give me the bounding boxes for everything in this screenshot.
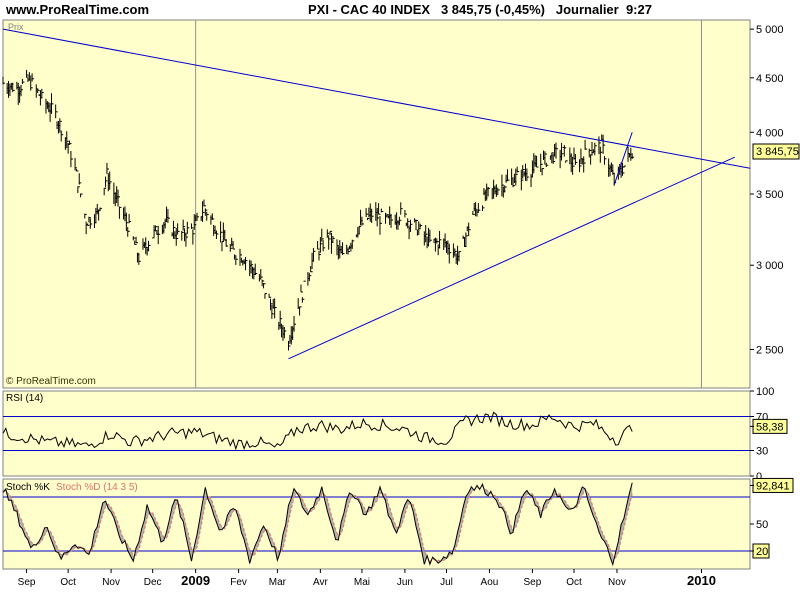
header-bar: www.ProRealTime.com PXI - CAC 40 INDEX 3… (0, 0, 800, 18)
date-label: Oct (60, 577, 76, 588)
rsi-tick-label: 30 (756, 446, 768, 458)
price-panel-title: Prix (8, 22, 24, 32)
rsi-title: RSI (14) (6, 393, 43, 404)
time-label: 9:27 (625, 2, 652, 17)
stoch-axis: 92,841 50 20 (750, 477, 794, 559)
last-value-box (752, 143, 800, 160)
date-label: Jun (397, 577, 413, 588)
date-label: Oct (566, 577, 582, 588)
watermark: © ProRealTime.com (6, 376, 96, 387)
date-label: Avr (313, 577, 328, 588)
rsi-panel (2, 390, 751, 477)
last-change: 3 845,75 (-0,45%) (440, 2, 546, 17)
date-label: Dec (144, 577, 162, 588)
price-tick-label: 5 000 (756, 24, 784, 36)
trendline-short-term-channel (613, 132, 633, 185)
date-label: 2010 (687, 573, 716, 588)
stoch-fill (3, 482, 633, 565)
date-label: Sep (524, 577, 542, 588)
trendlines (2, 28, 751, 360)
date-label: Jul (440, 577, 453, 588)
date-label: Nov (102, 577, 120, 588)
last-value-label: 3 845,75 (756, 146, 799, 158)
instrument-header: PXI - CAC 40 INDEX 3 845,75 (-0,45%) Jou… (308, 2, 652, 17)
price-tick-label: 4 500 (756, 73, 784, 85)
stoch-tick-label: 50 (756, 519, 768, 531)
price-tick-label: 3 500 (756, 189, 784, 201)
instrument-name: PXI - CAC 40 INDEX (308, 2, 431, 17)
chart-area[interactable]: Prix © ProRealTime.com 5 000 4 500 4 000 3 … (0, 18, 800, 600)
price-tick-label: 4 000 (756, 127, 784, 139)
date-label: Mai (354, 577, 370, 588)
price-axis: 5 000 4 500 4 000 3 500 3 000 2 500 (750, 24, 784, 356)
date-label: Fev (230, 577, 247, 588)
rsi-tick-label: 0 (756, 471, 762, 483)
period-label: Journalier (555, 2, 619, 17)
stoch-panel (2, 478, 751, 570)
trendline-support (288, 156, 735, 360)
date-label: 2009 (181, 573, 210, 588)
date-label: Aou (481, 577, 499, 588)
rsi-tick-label: 58,38 (756, 421, 784, 433)
stoch-tick-label: 20 (756, 546, 768, 558)
stoch-k-title: Stoch %K (6, 482, 50, 493)
date-label: Mar (269, 577, 287, 588)
date-label: Nov (608, 577, 626, 588)
stoch-k-line (2, 482, 633, 567)
date-axis: Sep Oct Nov Dec 2009 Fev Mar Avr Mai Jun Jul Aou Sep… (18, 569, 716, 588)
rsi-tick-label: 100 (756, 386, 774, 398)
rsi-line (2, 411, 633, 451)
stoch-plot (2, 482, 750, 567)
price-panel (2, 19, 751, 389)
price-bars (2, 69, 635, 351)
stoch-d-title: Stoch %D (14 3 5) (56, 482, 138, 493)
stoch-tick-label: 92,841 (756, 480, 790, 492)
date-label: Sep (18, 577, 36, 588)
price-tick-label: 3 000 (756, 260, 784, 272)
trendline-resistance (2, 28, 751, 169)
price-tick-label: 2 500 (756, 344, 784, 356)
stoch-d-line (2, 485, 633, 563)
site-label[interactable]: www.ProRealTime.com (6, 2, 150, 17)
rsi-plot (2, 411, 750, 451)
